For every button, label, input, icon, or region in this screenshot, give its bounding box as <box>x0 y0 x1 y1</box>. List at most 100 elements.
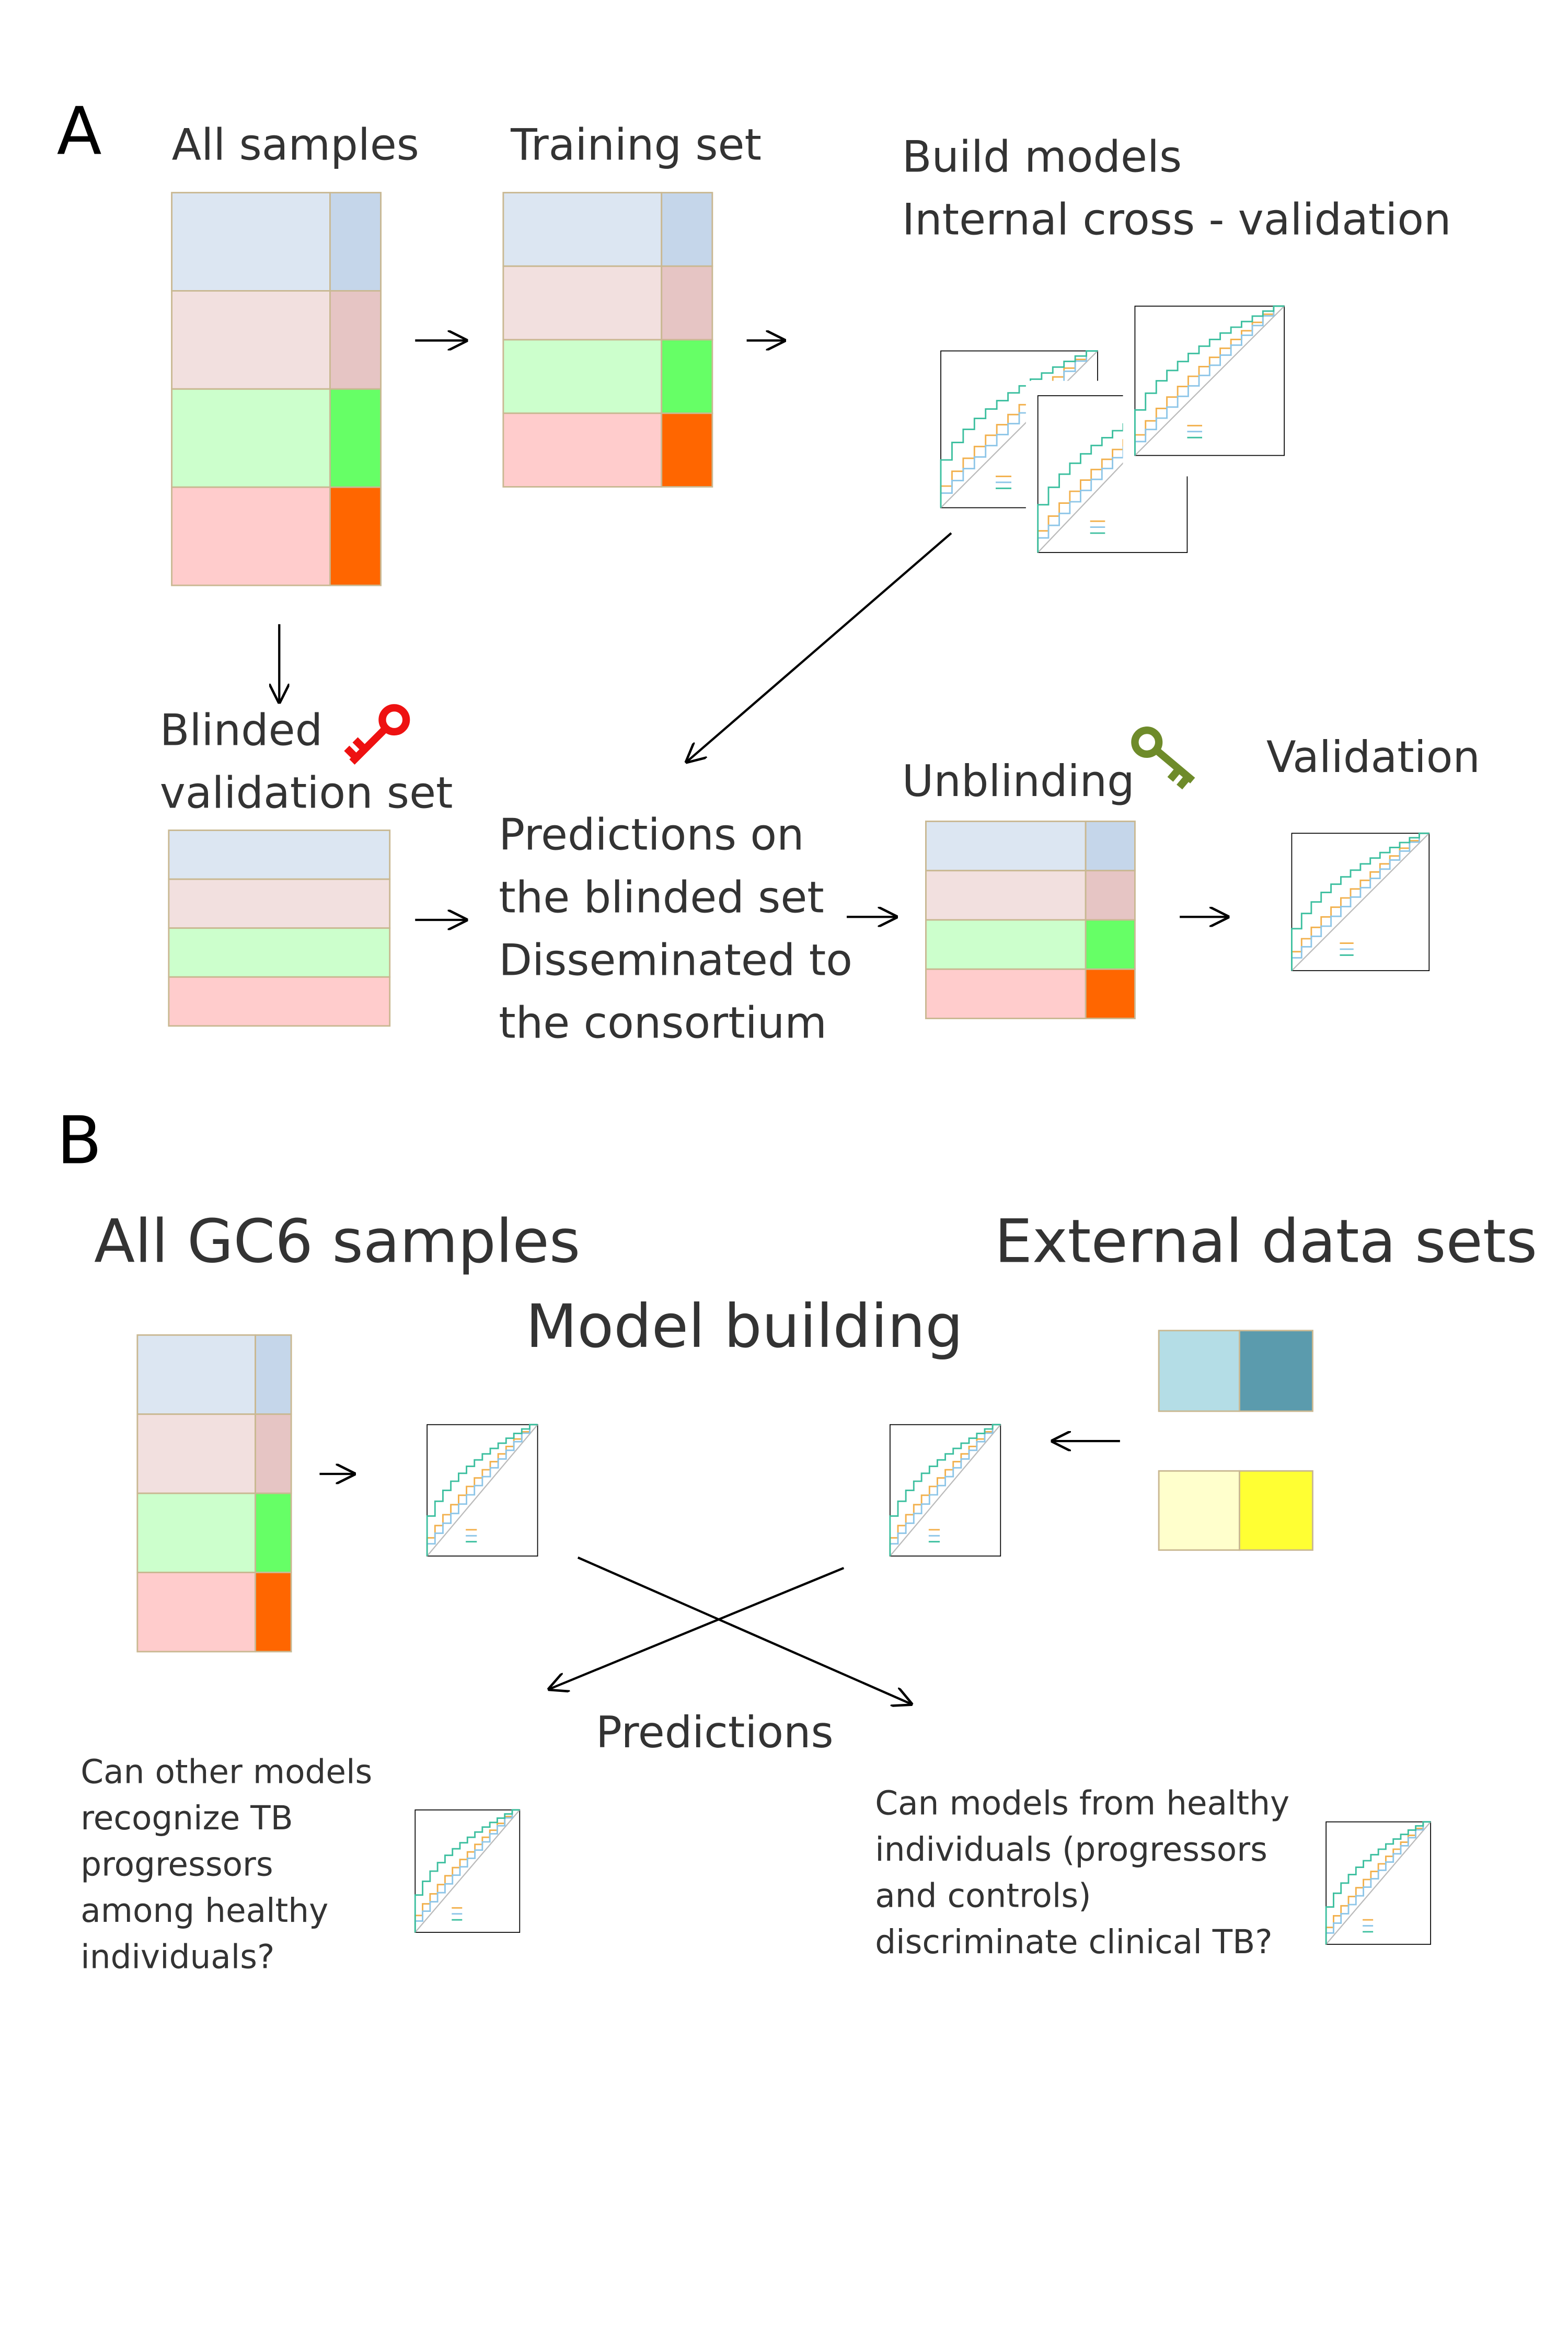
roc-plot <box>415 1410 547 1577</box>
heading: Predictions <box>596 1707 834 1758</box>
heading: Training set <box>510 120 762 170</box>
sample-block <box>925 870 1087 921</box>
heading: the consortium <box>499 998 827 1048</box>
question: among healthy <box>80 1892 328 1930</box>
sample-block <box>136 1572 256 1653</box>
sample-block <box>168 878 391 929</box>
label-block <box>1085 870 1136 921</box>
heading: External data sets <box>995 1206 1537 1276</box>
panel-label: B <box>57 1102 102 1179</box>
roc-curve <box>1325 1821 1431 1944</box>
roc-curve <box>426 1424 538 1557</box>
label-block <box>255 1492 292 1574</box>
diagonal <box>1134 305 1285 456</box>
sample-block <box>168 976 391 1027</box>
question: recognize TB <box>80 1799 293 1837</box>
sample-block <box>171 290 331 390</box>
sample-block <box>171 388 331 488</box>
label-block <box>661 192 713 267</box>
label-block <box>329 290 382 390</box>
roc-plot <box>878 1410 1010 1577</box>
key-icon <box>1131 727 1195 790</box>
roc-curve <box>1134 305 1285 456</box>
label-block <box>255 1334 292 1415</box>
roc-plot <box>403 1795 529 1954</box>
roc-curve <box>889 1424 1001 1557</box>
label-block <box>1085 821 1136 872</box>
shapes <box>136 192 1440 1965</box>
diagonal <box>426 1424 538 1557</box>
roc-curve <box>1134 305 1285 456</box>
roc-plot <box>1123 291 1294 477</box>
sample-block <box>171 192 331 292</box>
diagonal <box>889 1424 1001 1557</box>
heading: All samples <box>172 120 419 170</box>
sample-block <box>502 192 663 267</box>
diagonal <box>1291 833 1430 971</box>
heading: Model building <box>526 1292 963 1361</box>
label-block <box>1085 919 1136 970</box>
heading: Validation <box>1266 732 1480 782</box>
arrow <box>549 1567 845 1689</box>
label-block <box>661 265 713 341</box>
heading: All GC6 samples <box>94 1206 580 1276</box>
plot-frame <box>1134 305 1285 456</box>
label-block <box>255 1413 292 1494</box>
label-block <box>661 412 713 488</box>
diagonal <box>414 1809 521 1933</box>
label-block <box>1085 968 1136 1020</box>
question: discriminate clinical TB? <box>875 1923 1272 1961</box>
sample-block <box>502 339 663 414</box>
sample-block <box>136 1492 256 1574</box>
plot-bg <box>1279 818 1438 992</box>
label-block <box>329 388 382 488</box>
panel-label: A <box>57 93 102 169</box>
sample-block <box>502 412 663 488</box>
label-block <box>329 192 382 292</box>
heading: the blinded set <box>499 872 824 923</box>
plot-bg <box>878 1410 1010 1577</box>
label-block <box>661 339 713 414</box>
question: individuals? <box>80 1938 274 1976</box>
heading: validation set <box>160 768 453 818</box>
question: and controls) <box>875 1877 1091 1915</box>
heading: Predictions on <box>499 810 804 860</box>
roc-curve <box>1291 832 1429 971</box>
plot-bg <box>415 1410 547 1577</box>
plot-bg <box>403 1795 529 1954</box>
sample-block <box>925 968 1087 1020</box>
roc-curve <box>414 1809 520 1933</box>
sample-block <box>171 486 331 586</box>
roc-plot <box>1279 818 1438 992</box>
sample-block <box>136 1334 256 1415</box>
sample-block <box>925 821 1087 872</box>
roc-curve <box>426 1424 538 1557</box>
sample-block <box>502 265 663 341</box>
heading: Blinded <box>160 705 323 756</box>
plot-bg <box>1314 1807 1440 1965</box>
key-shaft <box>1154 747 1195 790</box>
sample-block <box>925 919 1087 970</box>
sample-block <box>168 829 391 880</box>
heading: Internal cross - validation <box>902 194 1451 245</box>
question: individuals (progressors <box>875 1830 1267 1869</box>
key-icon <box>344 704 410 765</box>
external-block <box>1239 1330 1313 1412</box>
roc-curve <box>1325 1821 1431 1944</box>
label-block <box>255 1572 292 1653</box>
roc-curve <box>1291 832 1429 971</box>
plot-frame <box>1291 833 1430 971</box>
plot-frame <box>414 1809 521 1933</box>
roc-curve <box>940 350 1098 508</box>
heading: Build models <box>902 132 1182 182</box>
arrow <box>687 532 952 762</box>
diagonal <box>1325 1821 1432 1945</box>
roc-curve <box>414 1809 520 1933</box>
key-shaft <box>344 725 389 765</box>
heading: Unblinding <box>902 756 1135 806</box>
label-block <box>329 486 382 586</box>
plot-frame <box>426 1424 538 1557</box>
heading: Disseminated to <box>499 935 852 986</box>
sample-block <box>136 1413 256 1494</box>
